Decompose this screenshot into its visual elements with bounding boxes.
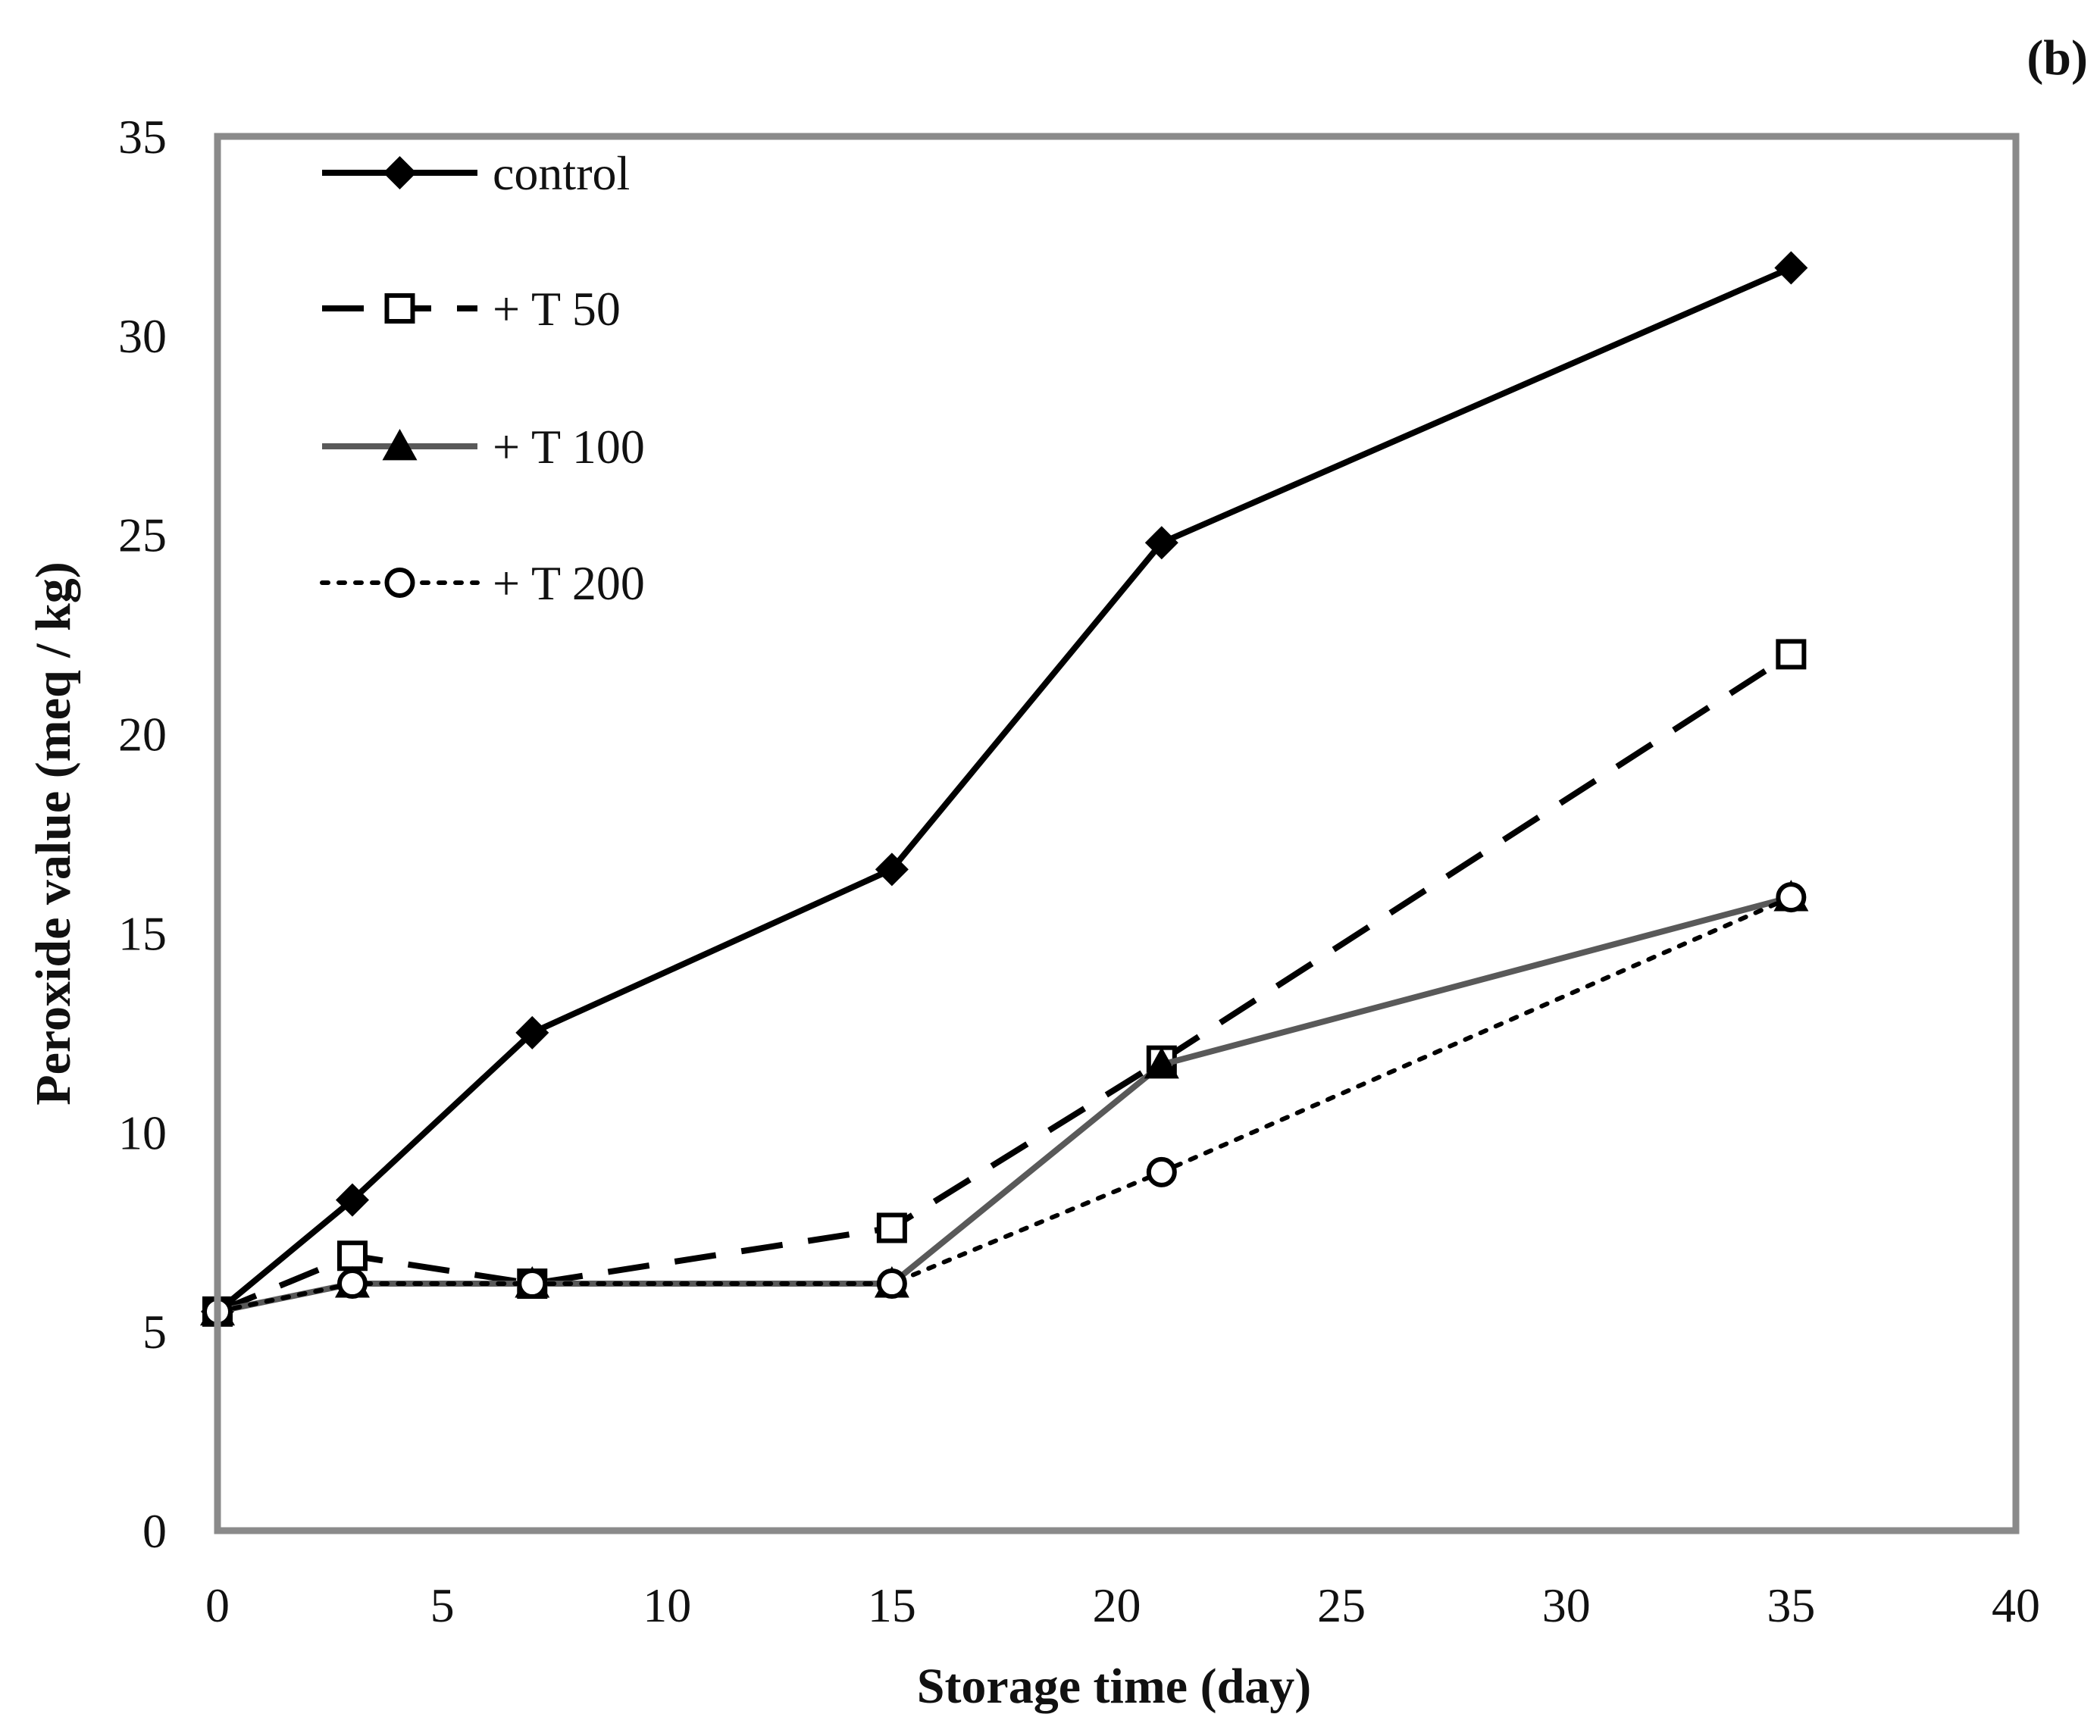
x-tick-label: 20 [1093,1578,1141,1632]
y-tick-label: 15 [118,906,167,960]
data-point [876,1212,907,1243]
x-tick-label: 10 [643,1578,691,1632]
legend-item: control [322,146,630,200]
legend-marker [384,568,415,598]
data-point [335,1183,369,1217]
data-point [1776,639,1807,670]
legend: control + T 50 + T 100 + T 200 [320,146,645,610]
data-point [876,1268,907,1300]
plot-area-frame [214,133,2020,1534]
series-layer [200,251,1809,1328]
data-point [517,1268,548,1300]
panel-label: (b) [2026,30,2088,86]
y-tick-label: 10 [118,1106,167,1159]
y-tick-label: 0 [142,1504,167,1558]
x-axis: 0 5 10 15 20 25 30 35 40 [205,1578,2040,1632]
series-line [215,895,1794,1314]
legend-marker [382,429,418,461]
legend-label: + T 50 [493,282,621,336]
legend-label: + T 100 [493,420,645,474]
legend-item: + T 200 [320,556,645,610]
data-point [515,1015,549,1049]
x-tick-label: 25 [1317,1578,1366,1632]
series-2 [202,639,1807,1327]
y-tick-label: 30 [118,309,167,363]
x-axis-title: Storage time (day) [917,1659,1312,1714]
series-line [216,652,1793,1315]
legend-marker [384,293,415,324]
x-tick-label: 0 [205,1578,230,1632]
data-point [1776,882,1807,913]
y-axis-title: Peroxide value (meq / kg) [26,561,81,1105]
data-point [1146,1156,1177,1187]
y-tick-label: 25 [118,508,167,562]
x-tick-label: 35 [1767,1578,1815,1632]
legend-item: + T 50 [322,282,621,336]
legend-label: control [493,146,630,200]
data-point [1774,251,1808,285]
legend-item: + T 100 [322,420,645,474]
y-axis: 0 5 10 15 20 25 30 35 [118,110,167,1558]
data-point [1144,1046,1179,1079]
legend-label: + T 200 [493,556,645,610]
series-4 [202,882,1807,1327]
data-point [336,1240,368,1272]
data-point [1144,526,1178,560]
x-tick-label: 40 [1992,1578,2040,1632]
series-line [215,264,1792,1314]
y-tick-label: 35 [118,110,167,164]
series-1 [201,251,1808,1328]
data-point [336,1268,368,1300]
x-tick-label: 5 [430,1578,455,1632]
series-3 [200,880,1809,1326]
legend-marker [383,156,417,189]
x-tick-label: 30 [1542,1578,1591,1632]
y-tick-label: 5 [142,1305,167,1359]
data-point [875,852,909,887]
x-tick-label: 15 [868,1578,916,1632]
y-tick-label: 20 [118,708,167,762]
